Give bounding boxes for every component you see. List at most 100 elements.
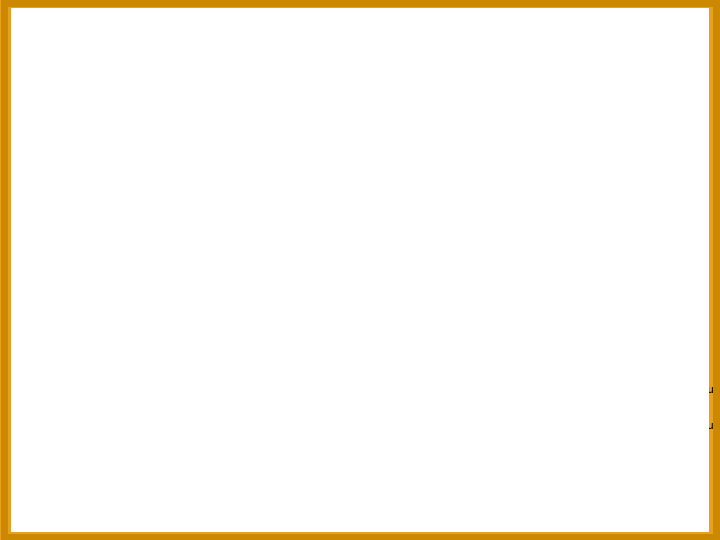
Text: 9: 9 (398, 537, 403, 540)
Bar (507, 183, 515, 540)
Bar (595, 174, 603, 540)
Text: •: • (19, 319, 27, 332)
Bar (243, 142, 251, 540)
Text: 103: 103 (283, 160, 299, 169)
Text: 81: 81 (418, 248, 428, 257)
Bar (383, 186, 392, 540)
Text: 101: 101 (159, 168, 175, 177)
Bar (603, 174, 611, 540)
Bar (617, 174, 625, 540)
Y-axis label: RAINFALL % OF LPA: RAINFALL % OF LPA (63, 129, 73, 235)
Bar (163, 178, 171, 540)
Bar (515, 183, 523, 540)
Text: India Seasonal Rainfall (1988-2014):: India Seasonal Rainfall (1988-2014): (266, 39, 540, 52)
Bar (317, 214, 325, 540)
Bar (537, 222, 546, 540)
Text: 96: 96 (470, 188, 480, 197)
Bar (330, 162, 339, 540)
Text: 94: 94 (176, 196, 186, 205)
Text: 92: 92 (316, 204, 326, 213)
Text: 102: 102 (600, 164, 616, 173)
Bar (551, 190, 559, 540)
Bar (132, 174, 140, 540)
Text: 102: 102 (613, 164, 629, 173)
Bar (229, 178, 237, 540)
Text: 113: 113 (115, 120, 131, 129)
Text: 86: 86 (492, 228, 503, 237)
Bar (485, 190, 493, 540)
Text: 70: 70 (572, 292, 582, 301)
Bar (207, 214, 215, 540)
Bar (251, 214, 259, 540)
Text: 93: 93 (558, 200, 569, 209)
Text: 100: 100 (503, 172, 519, 181)
Bar (639, 202, 647, 540)
Text: Performance of Operational Forecast (Empirical Model) for All: Performance of Operational Forecast (Emp… (171, 15, 636, 28)
Text: 105: 105 (327, 152, 343, 161)
Text: 99: 99 (338, 176, 348, 185)
Bar (353, 186, 361, 540)
Text: 98: 98 (484, 180, 494, 189)
Text: 101: 101 (437, 168, 453, 177)
Text: भारत मौसम विज्ञान विभाग: भारत मौसम विज्ञान विभाग (185, 464, 367, 478)
Text: 99: 99 (351, 176, 362, 185)
Bar (295, 198, 303, 540)
Text: 102: 102 (591, 164, 607, 173)
Text: 102: 102 (129, 164, 145, 173)
Text: 93: 93 (197, 200, 208, 209)
Text: 101: 101 (150, 168, 166, 177)
Bar (647, 210, 656, 540)
Bar (339, 186, 347, 540)
Text: 87: 87 (690, 224, 701, 233)
Bar (405, 198, 413, 540)
Text: 100: 100 (261, 172, 276, 181)
Text: 93: 93 (646, 200, 657, 209)
Bar (220, 170, 229, 540)
Bar (573, 302, 581, 540)
Bar (449, 202, 457, 540)
Text: 100: 100 (657, 172, 673, 181)
Text: •: • (19, 421, 27, 434)
Text: 101: 101 (137, 168, 153, 177)
Text: 83: 83 (374, 240, 384, 249)
Bar (493, 238, 501, 540)
Text: 103: 103 (217, 160, 233, 169)
Text: 95: 95 (638, 192, 648, 201)
Bar (199, 210, 207, 540)
Text: 100: 100 (511, 172, 527, 181)
Bar (309, 174, 317, 540)
Text: 96: 96 (404, 188, 415, 197)
Text: During 1991-2002, the forecast was within the ±8% of actual values during 8 year: During 1991-2002, the forecast was withi… (33, 385, 720, 395)
Text: 101: 101 (621, 168, 637, 177)
Bar (427, 194, 436, 540)
Bar (418, 258, 427, 540)
Bar (185, 210, 193, 540)
Text: During 7 years error was ≥ 10% with highest during 2002 (20%) and 1994 (18%). Er: During 7 years error was ≥ 10% with high… (33, 319, 608, 329)
Text: IMD: IMD (48, 33, 64, 42)
Bar (683, 198, 691, 540)
Text: 96: 96 (682, 188, 693, 197)
Bar (463, 183, 471, 540)
Bar (374, 251, 383, 540)
Text: 97: 97 (426, 184, 436, 193)
Bar (140, 178, 149, 540)
Text: 99: 99 (382, 176, 392, 185)
Text: INDIA METEOROLOGICAL DEPARTMENT: INDIA METEOROLOGICAL DEPARTMENT (148, 498, 405, 511)
Text: 119: 119 (107, 96, 122, 105)
Text: 100: 100 (459, 172, 474, 181)
Bar (691, 234, 700, 540)
Text: 96: 96 (668, 188, 679, 197)
Text: •: • (19, 385, 27, 398)
Text: 21-May-21: 21-May-21 (588, 502, 662, 515)
Bar (287, 170, 295, 540)
Bar (264, 183, 273, 540)
Bar (581, 242, 590, 540)
Text: 110: 110 (239, 132, 255, 141)
Bar (471, 198, 480, 540)
Bar (559, 210, 567, 540)
Text: 96: 96 (294, 188, 305, 197)
Bar (670, 198, 678, 540)
Bar (176, 206, 185, 540)
Text: Average Abs Error of Op. forecasts (1988-2014) =6.67% (1991-2002)= 8.08% of LPA : Average Abs Error of Op. forecasts (1988… (33, 352, 633, 362)
Bar (441, 178, 449, 540)
